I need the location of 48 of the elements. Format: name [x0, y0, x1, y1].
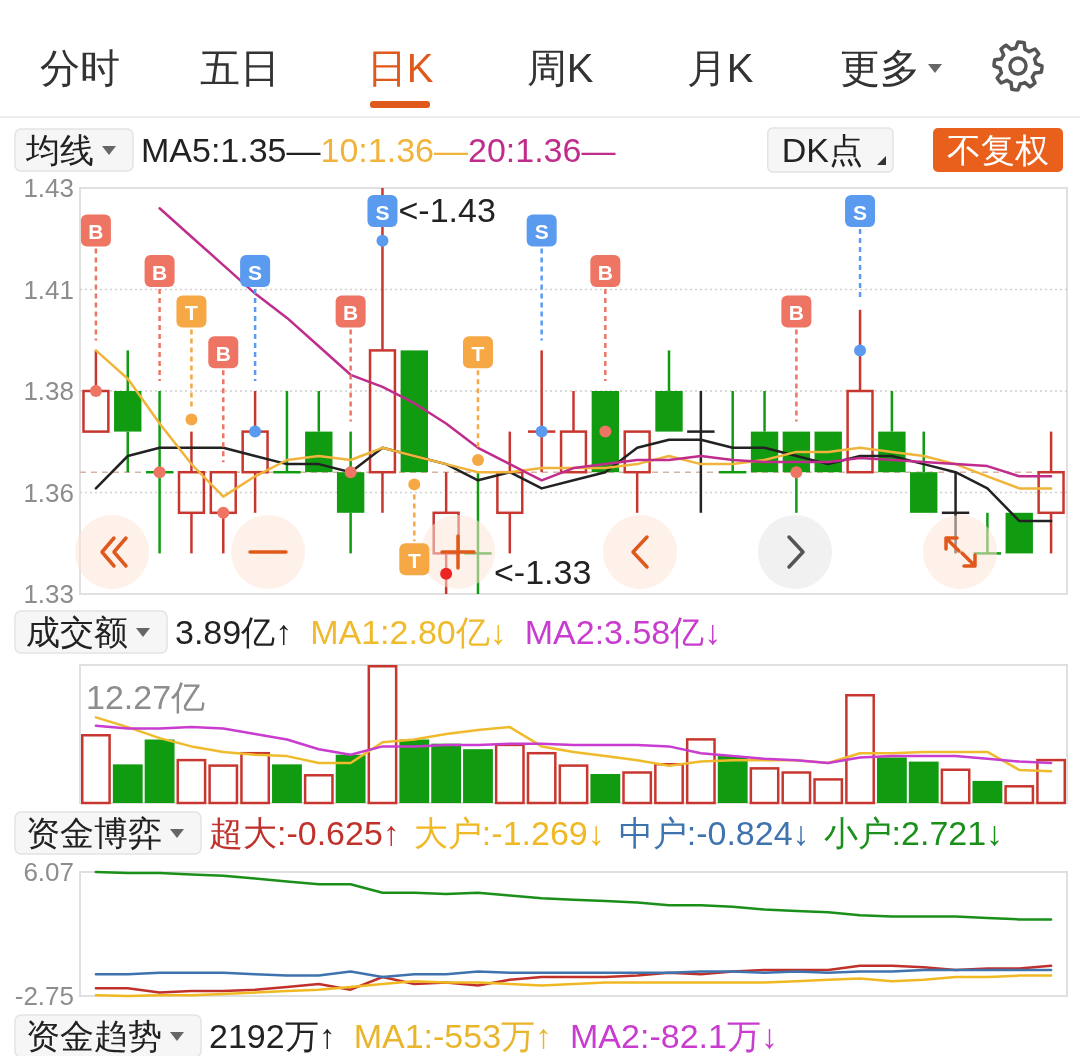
tick-label: 1.43 [23, 173, 74, 203]
legend-label: MA2:-82.1万↓ [570, 1017, 778, 1055]
dropdown-label: 均线 [26, 131, 94, 169]
marker-label: B [597, 260, 613, 284]
marker-label: B [88, 219, 104, 243]
marker-label: S [853, 200, 868, 224]
marker-label: B [215, 341, 231, 365]
tab-label: 五日 [200, 46, 280, 90]
marker-label: S [534, 219, 549, 243]
legend-label: 小户:2.721↓ [823, 814, 1004, 852]
marker-label: B [788, 301, 804, 325]
marker-label: B [152, 260, 168, 284]
legend-label: 超大:-0.625↑ [209, 814, 400, 852]
dropdown-label: 成交额 [26, 613, 128, 651]
marker-label: B [343, 301, 359, 325]
legend-label: 20:1.36— [468, 131, 616, 169]
marker-label: S [248, 260, 263, 284]
header-value: 2192万↑ [209, 1017, 336, 1055]
extreme-note: <-1.43 [398, 191, 496, 229]
tick-label: 1.36 [23, 477, 74, 508]
extreme-note: <-1.33 [494, 553, 592, 591]
legend-label: MA1:-553万↑ [353, 1017, 553, 1055]
tab-label: 分时 [40, 46, 120, 90]
legend-label: 中户:-0.824↓ [618, 814, 810, 852]
marker-label: T [471, 341, 485, 365]
legend-label: MA1:2.80亿↓ [310, 613, 507, 651]
marker-label: T [407, 548, 421, 572]
tick-label: -2.75 [14, 981, 74, 1011]
tick-label: 1.41 [23, 274, 74, 305]
marker-label: S [375, 200, 390, 224]
dropdown-label: 资金博弈 [26, 814, 162, 852]
button-label: DK点 [781, 131, 863, 169]
marker-label: T [185, 301, 198, 325]
legend-label: MA2:3.58亿↓ [524, 613, 722, 651]
axis-max-label: 12.27亿 [86, 678, 206, 716]
tab-label: 更多 [840, 46, 920, 90]
button-label: 不复权 [947, 131, 1049, 169]
tick-label: 1.38 [23, 376, 74, 406]
tab-label: 周K [526, 46, 594, 90]
header-value: 3.89亿↑ [175, 613, 293, 651]
legend-label: 大户:-1.269↓ [413, 814, 605, 852]
legend-label: MA5:1.35— [141, 131, 321, 169]
tick-label: 1.33 [23, 579, 74, 609]
tab-label: 月K [686, 46, 754, 90]
dropdown-label: 资金趋势 [26, 1017, 162, 1055]
tab-label: 日K [366, 46, 434, 90]
legend-label: 10:1.36— [320, 131, 468, 169]
tick-label: 6.07 [23, 857, 74, 887]
